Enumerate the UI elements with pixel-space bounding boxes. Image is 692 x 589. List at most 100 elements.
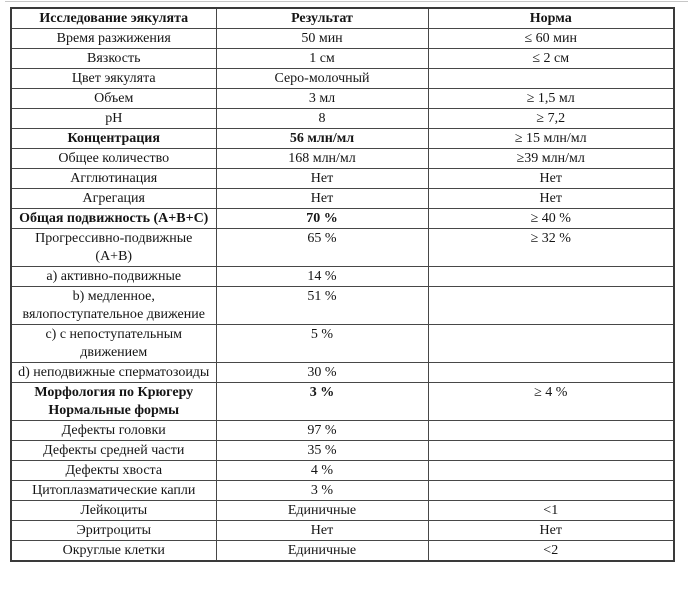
parameter-cell: Объем	[10, 88, 217, 109]
result-cell: 65 %	[215, 228, 429, 267]
table-row: Лейкоциты Единичные <1	[10, 500, 675, 521]
result-cell: 8	[215, 108, 429, 129]
result-cell: 3 %	[215, 480, 429, 501]
norm-cell: <1	[427, 500, 675, 521]
norm-cell: ≥39 млн/мл	[427, 148, 675, 169]
parameter-cell: b) медленное, вялопоступательное движени…	[10, 286, 217, 325]
norm-cell: Нет	[427, 520, 675, 541]
scan-artifact-line	[5, 1, 688, 2]
table-body: Время разжижения 50 мин ≤ 60 мин Вязкость 1 …	[10, 28, 675, 562]
result-cell: 30 %	[215, 362, 429, 383]
norm-cell	[427, 286, 675, 325]
norm-cell: ≥ 7,2	[427, 108, 675, 129]
parameter-cell: Общая подвижность (А+В+С)	[10, 208, 217, 229]
result-cell: 50 мин	[215, 28, 429, 49]
table-row: d) неподвижные сперматозоиды 30 %	[10, 362, 675, 383]
header-row: Исследование эякулята Результат Норма	[10, 7, 675, 29]
parameter-cell: Цвет эякулята	[10, 68, 217, 89]
column-header-result: Результат	[215, 7, 429, 29]
result-cell: 3 %	[215, 382, 429, 421]
column-header-norm: Норма	[427, 7, 675, 29]
table-row: pH 8 ≥ 7,2	[10, 108, 675, 129]
table-row: Агрегация Нет Нет	[10, 188, 675, 209]
table-row: Объем 3 мл ≥ 1,5 мл	[10, 88, 675, 109]
norm-cell: ≥ 32 %	[427, 228, 675, 267]
norm-cell: Нет	[427, 168, 675, 189]
parameter-cell: Вязкость	[10, 48, 217, 69]
column-header-parameter: Исследование эякулята	[10, 7, 217, 29]
parameter-cell: с) с непоступательным движением	[10, 324, 217, 363]
norm-cell: ≥ 40 %	[427, 208, 675, 229]
result-cell: 14 %	[215, 266, 429, 287]
norm-cell	[427, 362, 675, 383]
table-row: Вязкость 1 см ≤ 2 см	[10, 48, 675, 69]
parameter-cell: Дефекты головки	[10, 420, 217, 441]
result-cell: Серо-молочный	[215, 68, 429, 89]
parameter-cell: Агрегация	[10, 188, 217, 209]
table-row: Цитоплазматические капли 3 %	[10, 480, 675, 501]
table-row: Общая подвижность (А+В+С) 70 % ≥ 40 %	[10, 208, 675, 229]
result-cell: Нет	[215, 168, 429, 189]
parameter-cell: Эритроциты	[10, 520, 217, 541]
parameter-cell: Время разжижения	[10, 28, 217, 49]
table-row: Общее количество 168 млн/мл ≥39 млн/мл	[10, 148, 675, 169]
norm-cell: ≥ 1,5 мл	[427, 88, 675, 109]
result-cell: Нет	[215, 188, 429, 209]
norm-cell	[427, 68, 675, 89]
result-cell: 5 %	[215, 324, 429, 363]
result-cell: 168 млн/мл	[215, 148, 429, 169]
semen-analysis-table: Исследование эякулята Результат Норма Вр…	[10, 7, 675, 562]
parameter-cell: pH	[10, 108, 217, 129]
result-cell: 51 %	[215, 286, 429, 325]
parameter-cell: Дефекты средней части	[10, 440, 217, 461]
norm-cell	[427, 324, 675, 363]
result-cell: Единичные	[215, 500, 429, 521]
result-cell: 56 млн/мл	[215, 128, 429, 149]
table-row: Дефекты хвоста 4 %	[10, 460, 675, 481]
parameter-cell: Цитоплазматические капли	[10, 480, 217, 501]
norm-cell	[427, 480, 675, 501]
result-cell: Единичные	[215, 540, 429, 562]
table-row: b) медленное, вялопоступательное движени…	[10, 286, 675, 325]
parameter-cell: Концентрация	[10, 128, 217, 149]
parameter-cell: а) активно-подвижные	[10, 266, 217, 287]
table-row: Дефекты средней части 35 %	[10, 440, 675, 461]
norm-cell	[427, 440, 675, 461]
norm-cell: <2	[427, 540, 675, 562]
norm-cell: Нет	[427, 188, 675, 209]
table-row: Концентрация 56 млн/мл ≥ 15 млн/мл	[10, 128, 675, 149]
parameter-cell: Прогрессивно-подвижные (А+В)	[10, 228, 217, 267]
parameter-cell: Округлые клетки	[10, 540, 217, 562]
result-cell: Нет	[215, 520, 429, 541]
norm-cell: ≥ 15 млн/мл	[427, 128, 675, 149]
parameter-cell: Морфология по Крюгеру Нормальные формы	[10, 382, 217, 421]
table-row: а) активно-подвижные 14 %	[10, 266, 675, 287]
norm-cell: ≤ 2 см	[427, 48, 675, 69]
table-row: Цвет эякулята Серо-молочный	[10, 68, 675, 89]
table-row: Агглютинация Нет Нет	[10, 168, 675, 189]
table-row: с) с непоступательным движением 5 %	[10, 324, 675, 363]
parameter-cell: d) неподвижные сперматозоиды	[10, 362, 217, 383]
table-row: Эритроциты Нет Нет	[10, 520, 675, 541]
parameter-cell: Дефекты хвоста	[10, 460, 217, 481]
result-cell: 1 см	[215, 48, 429, 69]
table-row: Дефекты головки 97 %	[10, 420, 675, 441]
norm-cell	[427, 420, 675, 441]
parameter-cell: Лейкоциты	[10, 500, 217, 521]
norm-cell	[427, 266, 675, 287]
norm-cell: ≥ 4 %	[427, 382, 675, 421]
parameter-cell: Агглютинация	[10, 168, 217, 189]
result-cell: 3 мл	[215, 88, 429, 109]
parameter-cell: Общее количество	[10, 148, 217, 169]
norm-cell: ≤ 60 мин	[427, 28, 675, 49]
table-row: Морфология по Крюгеру Нормальные формы 3 …	[10, 382, 675, 421]
result-cell: 70 %	[215, 208, 429, 229]
table-row: Время разжижения 50 мин ≤ 60 мин	[10, 28, 675, 49]
table-row: Прогрессивно-подвижные (А+В) 65 % ≥ 32 %	[10, 228, 675, 267]
result-cell: 97 %	[215, 420, 429, 441]
result-cell: 35 %	[215, 440, 429, 461]
norm-cell	[427, 460, 675, 481]
result-cell: 4 %	[215, 460, 429, 481]
table-row: Округлые клетки Единичные <2	[10, 540, 675, 562]
